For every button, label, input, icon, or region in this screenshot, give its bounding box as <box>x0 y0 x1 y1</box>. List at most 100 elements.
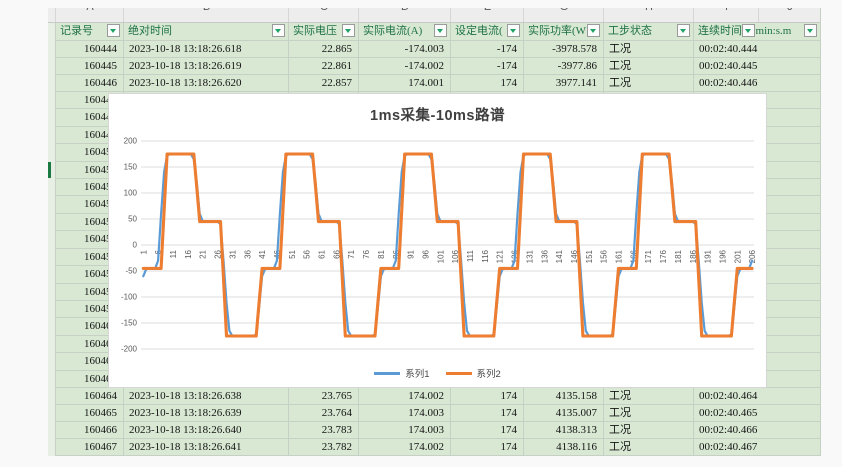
column-letter-B[interactable]: B <box>123 8 289 22</box>
cell-col-3: 174.002 <box>408 441 444 453</box>
cell-col-1: 2023-10-18 13:18:26.639 <box>129 407 242 419</box>
x-tick-label: 151 <box>585 249 594 263</box>
x-tick-label: 91 <box>407 249 416 258</box>
cell-col-0: 160444 <box>84 43 117 55</box>
cell-col-4: -174 <box>496 43 517 55</box>
cell-col-4: 174 <box>500 441 518 453</box>
filter-dropdown-3[interactable] <box>434 24 447 37</box>
cell-col-6: 工况 <box>609 77 631 89</box>
filter-dropdown-5[interactable] <box>587 24 600 37</box>
x-tick-label: 181 <box>674 249 683 263</box>
filter-dropdown-8[interactable] <box>804 24 817 37</box>
x-tick-label: 21 <box>199 249 208 258</box>
column-letter-G[interactable]: G <box>523 8 604 22</box>
table-row[interactable]: 160467 2023-10-18 13:18:26.641 23.782 174.0… <box>48 439 820 456</box>
x-tick-label: 186 <box>689 249 698 263</box>
cell-col-6: 工况 <box>609 441 631 453</box>
column-letter-J[interactable]: J <box>758 8 820 22</box>
header-cell-0: 记录号 <box>60 25 93 37</box>
filter-dropdown-1[interactable] <box>272 24 285 37</box>
legend-item-2[interactable]: 系列2 <box>445 366 501 380</box>
cell-col-4: 174 <box>500 390 518 402</box>
table-row[interactable]: 160464 2023-10-18 13:18:26.638 23.765 174.0… <box>48 388 820 405</box>
x-tick-label: 1 <box>139 249 148 254</box>
cell-col-2: 23.783 <box>321 424 352 436</box>
cell-col-5: 4135.158 <box>555 390 597 402</box>
x-tick-label: 156 <box>600 249 609 263</box>
cell-col-6: 工况 <box>609 43 631 55</box>
filter-dropdown-6[interactable] <box>677 24 690 37</box>
cell-col-0: 160446 <box>84 77 117 89</box>
x-tick-label: 31 <box>228 249 237 258</box>
cell-col-0: 160464 <box>84 390 117 402</box>
header-row[interactable]: 记录号 绝对时间 实际电压 实际电流(A) 设定电流(实际功率(W 工步状态 连续时间(h:… <box>48 22 820 41</box>
cell-col-4: 174 <box>500 77 518 89</box>
x-tick-label: 106 <box>451 249 460 263</box>
x-tick-label: 71 <box>347 249 356 258</box>
sheet-left-gutter <box>48 22 55 456</box>
cell-col-7: 00:02:40.465 <box>699 407 758 419</box>
cell-col-1: 2023-10-18 13:18:26.619 <box>129 60 242 72</box>
x-tick-label: 141 <box>555 249 564 263</box>
column-letter-label: E <box>451 8 524 14</box>
cell-col-1: 2023-10-18 13:18:26.641 <box>129 441 242 453</box>
x-tick-label: 81 <box>377 249 386 258</box>
cell-col-7: 00:02:40.467 <box>699 441 758 453</box>
cell-col-1: 2023-10-18 13:18:26.640 <box>129 424 242 436</box>
x-tick-label: 11 <box>169 249 178 258</box>
legend-swatch-2 <box>445 371 472 375</box>
legend-item-1[interactable]: 系列1 <box>374 366 430 380</box>
filter-dropdown-4[interactable] <box>507 24 520 37</box>
x-tick-label: 171 <box>644 249 653 263</box>
filter-dropdown-2[interactable] <box>342 24 355 37</box>
column-letter-A[interactable]: A <box>55 8 124 22</box>
y-tick-label: -150 <box>121 319 138 328</box>
table-row[interactable]: 160466 2023-10-18 13:18:26.640 23.783 174.0… <box>48 422 820 439</box>
column-letter-D[interactable]: D <box>358 8 451 22</box>
column-letter-H[interactable]: H <box>603 8 694 22</box>
cell-col-5: 3977.141 <box>555 77 597 89</box>
column-letter-label: C <box>289 8 359 14</box>
column-letter-E[interactable]: E <box>450 8 524 22</box>
cell-col-5: -3977.86 <box>557 60 597 72</box>
x-tick-label: 51 <box>288 249 297 258</box>
cell-col-7: 00:02:40.464 <box>699 390 758 402</box>
cell-col-5: 4138.313 <box>555 424 597 436</box>
cell-col-3: 174.002 <box>408 390 444 402</box>
cell-col-4: 174 <box>500 407 518 419</box>
legend-label-1: 系列1 <box>405 369 430 380</box>
x-tick-label: 61 <box>318 249 327 258</box>
cell-col-0: 160466 <box>84 424 117 436</box>
cell-col-7: 00:02:40.446 <box>699 77 758 89</box>
cell-col-3: -174.002 <box>404 60 444 72</box>
table-row[interactable]: 160465 2023-10-18 13:18:26.639 23.764 174.0… <box>48 405 820 422</box>
cell-col-4: -174 <box>496 60 517 72</box>
x-tick-label: 131 <box>525 249 534 263</box>
selected-cell-border <box>48 162 51 178</box>
embedded-chart[interactable]: 1ms采集-10ms路谱 200 150 100 50 0 -50 -100 -150 -200… <box>108 93 767 388</box>
cell-col-5: 4135.007 <box>555 407 597 419</box>
y-tick-label: 50 <box>128 215 137 224</box>
cell-col-2: 23.765 <box>321 390 352 402</box>
y-tick-label: -50 <box>125 267 137 276</box>
column-gridline <box>820 8 821 456</box>
cell-col-6: 工况 <box>609 390 631 402</box>
filter-dropdown-0[interactable] <box>107 24 120 37</box>
cell-col-5: -3978.578 <box>552 43 597 55</box>
table-row[interactable]: 160446 2023-10-18 13:18:26.620 22.857 174.0… <box>48 75 820 92</box>
filter-dropdown-7[interactable] <box>742 24 755 37</box>
table-row[interactable]: 160444 2023-10-18 13:18:26.618 22.865 -174.… <box>48 41 820 58</box>
column-letter-C[interactable]: C <box>288 8 359 22</box>
cell-col-6: 工况 <box>609 424 631 436</box>
column-letter-I[interactable]: I <box>693 8 759 22</box>
header-cell-2: 实际电压 <box>293 25 337 37</box>
table-row[interactable]: 160445 2023-10-18 13:18:26.619 22.861 -174.… <box>48 58 820 75</box>
y-tick-label: 150 <box>124 163 138 172</box>
cell-col-6: 工况 <box>609 407 631 419</box>
cell-col-2: 23.782 <box>321 441 352 453</box>
y-tick-label: -100 <box>121 293 138 302</box>
x-tick-label: 96 <box>421 249 430 258</box>
x-tick-label: 26 <box>214 249 223 258</box>
cell-col-7: 00:02:40.445 <box>699 60 758 72</box>
